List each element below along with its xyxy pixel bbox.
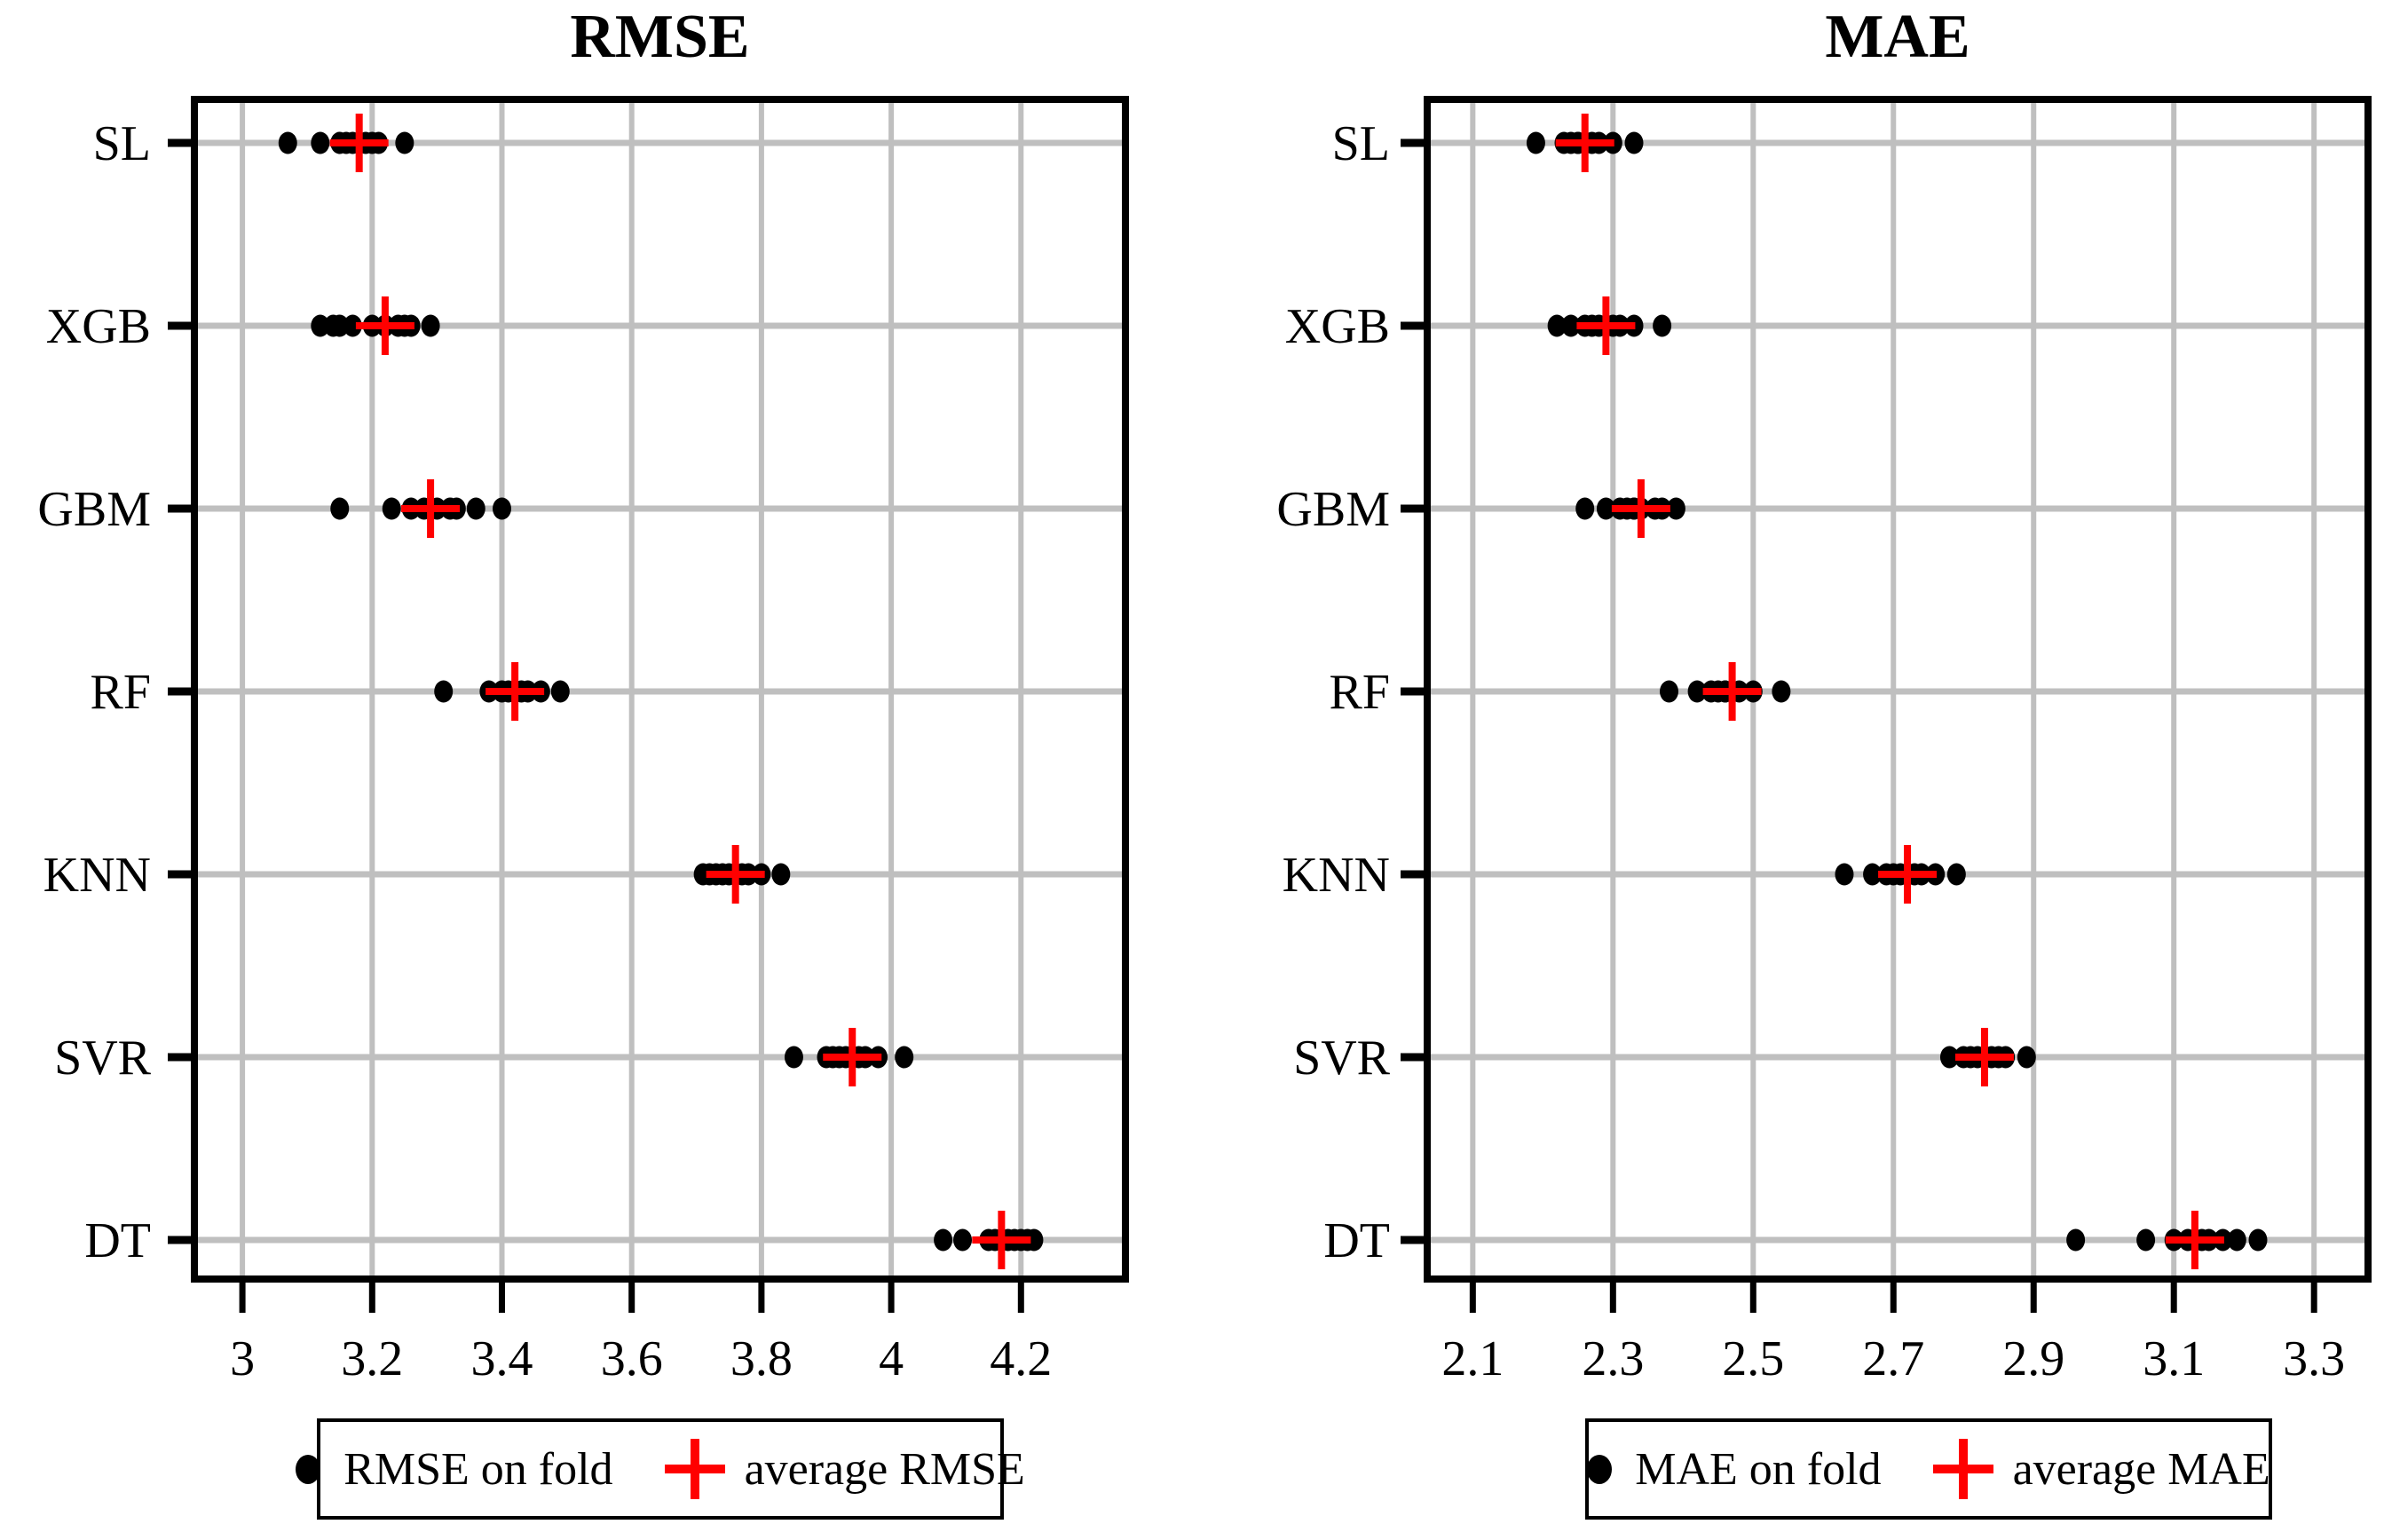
rmse-panel-title: RMSE: [570, 3, 750, 71]
y-category-label: SL: [93, 116, 151, 171]
data-point: [2136, 1228, 2156, 1252]
y-category-label: XGB: [46, 299, 151, 354]
plot-border: [191, 96, 1129, 1283]
plus-marker-icon: [664, 1439, 725, 1499]
legend-average-label: average RMSE: [744, 1443, 1025, 1495]
plus-marker-icon: [1932, 1439, 1993, 1499]
data-point: [1561, 314, 1581, 337]
data-point: [1772, 680, 1791, 703]
y-category-label: DT: [1323, 1213, 1390, 1268]
dot-marker-icon: [296, 1454, 321, 1484]
plot-border: [1424, 96, 2372, 1283]
x-tick-label: 3.8: [730, 1331, 793, 1386]
y-category-label: SVR: [54, 1031, 152, 1086]
y-category-label: SL: [1332, 116, 1390, 171]
data-point: [343, 314, 362, 337]
data-point: [466, 497, 485, 520]
data-point: [934, 1228, 953, 1252]
data-point: [421, 314, 440, 337]
x-tick-label: 2.5: [1722, 1331, 1784, 1386]
data-point: [895, 1046, 914, 1069]
rmse-legend: RMSE on fold average RMSE: [296, 1418, 1025, 1520]
y-category-label: SVR: [1293, 1031, 1391, 1086]
legend-fold-label: MAE on fold: [1635, 1443, 1882, 1495]
data-point: [2017, 1046, 2036, 1069]
data-point: [1624, 131, 1644, 154]
data-point: [953, 1228, 973, 1252]
x-tick-label: 3: [230, 1331, 255, 1386]
y-category-label: KNN: [43, 848, 151, 903]
data-point: [2066, 1228, 2086, 1252]
mae-legend: MAE on fold average MAE: [1585, 1418, 2272, 1520]
data-point: [492, 497, 511, 520]
x-tick-label: 4: [879, 1331, 904, 1386]
mae-panel-title: MAE: [1825, 3, 1970, 71]
data-point: [1653, 314, 1672, 337]
data-point: [1596, 497, 1615, 520]
data-point: [1660, 680, 1679, 703]
x-tick-label: 3.4: [470, 1331, 533, 1386]
y-category-label: GBM: [37, 482, 151, 537]
x-tick-label: 2.9: [2002, 1331, 2064, 1386]
data-point: [784, 1046, 803, 1069]
data-point: [1575, 497, 1595, 520]
data-point: [311, 314, 330, 337]
y-category-label: DT: [84, 1213, 151, 1268]
data-point: [2227, 1228, 2246, 1252]
data-point: [311, 131, 330, 154]
data-point: [1835, 863, 1854, 886]
data-point: [1024, 1228, 1044, 1252]
data-point: [1547, 314, 1567, 337]
y-category-label: RF: [91, 665, 152, 720]
data-point: [1666, 497, 1685, 520]
dot-marker-icon: [1587, 1454, 1613, 1484]
data-point: [434, 680, 454, 703]
legend-fold-label: RMSE on fold: [343, 1443, 613, 1495]
x-tick-label: 3.3: [2283, 1331, 2345, 1386]
y-category-label: KNN: [1283, 848, 1390, 903]
data-point: [2248, 1228, 2268, 1252]
legend-average-label: average MAE: [2012, 1443, 2270, 1495]
y-category-label: RF: [1330, 665, 1391, 720]
data-point: [1687, 680, 1707, 703]
data-point: [1946, 863, 1966, 886]
data-point: [1863, 863, 1883, 886]
data-point: [771, 863, 791, 886]
data-point: [1939, 1046, 1959, 1069]
data-point: [330, 314, 350, 337]
x-tick-label: 2.1: [1441, 1331, 1504, 1386]
data-point: [330, 497, 350, 520]
x-tick-label: 3.2: [341, 1331, 403, 1386]
x-tick-label: 4.2: [990, 1331, 1052, 1386]
data-point: [550, 680, 570, 703]
x-tick-label: 3.1: [2143, 1331, 2205, 1386]
data-point: [1526, 131, 1545, 154]
x-tick-label: 2.7: [1862, 1331, 1924, 1386]
data-point: [395, 131, 414, 154]
data-point: [382, 497, 401, 520]
x-tick-label: 3.6: [601, 1331, 663, 1386]
x-tick-label: 2.3: [1582, 1331, 1644, 1386]
y-category-label: XGB: [1285, 299, 1390, 354]
data-point: [278, 131, 297, 154]
y-category-label: GBM: [1276, 482, 1390, 537]
